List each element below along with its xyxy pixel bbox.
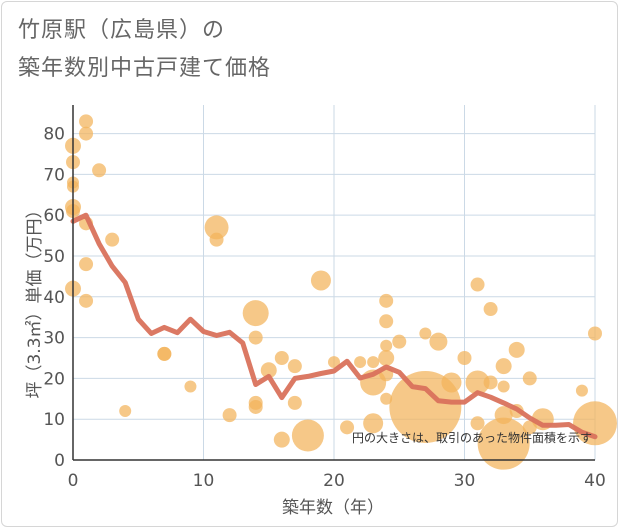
bubble-point: [260, 362, 277, 379]
bubble-point: [497, 380, 510, 393]
bubble-point: [354, 356, 367, 369]
y-tick-label: 60: [43, 206, 65, 226]
bubble-point: [483, 302, 498, 317]
bubble-point: [105, 232, 120, 247]
bubble-point: [157, 346, 172, 361]
bubble-point: [419, 327, 432, 340]
chart-title-line-1: 竹原駅（広島県）の: [18, 18, 226, 43]
y-tick-label: 20: [43, 369, 65, 389]
axes: 0 10 20 30 40 0 10 20 30 40 50 60 70 80: [43, 105, 606, 491]
bubble-point: [508, 341, 525, 358]
bubble-point: [119, 405, 132, 418]
bubble-point: [310, 270, 331, 291]
y-axis-title: 坪（3.3㎡）単価（万円）: [25, 201, 45, 398]
x-tick-label: 20: [323, 471, 345, 491]
y-tick-label: 80: [43, 125, 65, 145]
x-tick-label: 10: [193, 471, 215, 491]
y-tick-label: 70: [43, 165, 65, 185]
bubble-point: [441, 372, 462, 393]
y-tick-label: 30: [43, 329, 65, 349]
x-axis-title: 築年数（年）: [282, 498, 384, 518]
y-tick-label: 50: [43, 247, 65, 267]
bubble-point: [522, 371, 537, 386]
grid-lines: [73, 105, 596, 460]
bubble-point: [287, 359, 302, 374]
bubble-point: [79, 293, 94, 308]
bubble-point: [429, 332, 448, 351]
bubble-point: [389, 370, 462, 443]
bubble-point: [470, 277, 485, 292]
x-tick-label: 0: [68, 471, 79, 491]
bubble-point: [392, 334, 407, 349]
bubble-point: [242, 300, 269, 327]
bubble-point: [274, 350, 289, 365]
bubble-series: [65, 114, 617, 470]
x-tick-label: 30: [454, 471, 476, 491]
y-tick-label: 0: [54, 451, 65, 471]
bubble-point: [470, 416, 485, 431]
bubble-point: [379, 293, 394, 308]
chart-title: 竹原駅（広島県）の 築年数別中古戸建て価格: [18, 12, 271, 88]
bubble-point: [340, 420, 355, 435]
bubble-point: [457, 350, 472, 365]
y-tick-label: 10: [43, 410, 65, 430]
bubble-point: [380, 339, 393, 352]
bubble-point: [495, 358, 512, 375]
bubble-point: [291, 419, 324, 452]
bubble-point: [287, 395, 302, 410]
bubble-point: [367, 356, 380, 369]
bubble-point: [380, 392, 393, 405]
bubble-point: [465, 370, 490, 395]
bubble-point: [378, 349, 395, 366]
bubble-size-note: 円の大きさは、取引のあった物件面積を示す: [352, 430, 592, 445]
bubble-point: [248, 399, 263, 414]
chart-title-line-2: 築年数別中古戸建て価格: [18, 56, 272, 81]
bubble-point: [588, 326, 602, 341]
bubble-point: [184, 380, 197, 393]
bubble-point: [363, 413, 384, 434]
y-tick-label: 40: [43, 288, 65, 308]
bubble-point: [477, 417, 530, 470]
x-tick-label: 40: [584, 471, 606, 491]
bubble-point: [575, 384, 588, 397]
trend-line-series: [70, 212, 598, 440]
bubble-point: [79, 126, 94, 141]
bubble-point: [79, 257, 94, 272]
bubble-point: [248, 330, 263, 345]
bubble-point: [222, 408, 237, 423]
bubble-point: [79, 114, 94, 129]
bubble-point: [273, 431, 290, 448]
bubble-point: [209, 232, 224, 247]
bubble-point: [379, 314, 394, 329]
bubble-point: [328, 356, 340, 369]
bubble-point: [204, 215, 229, 240]
trend-line: [70, 212, 598, 440]
bubble-point: [92, 163, 107, 178]
bubble-point: [483, 375, 498, 390]
